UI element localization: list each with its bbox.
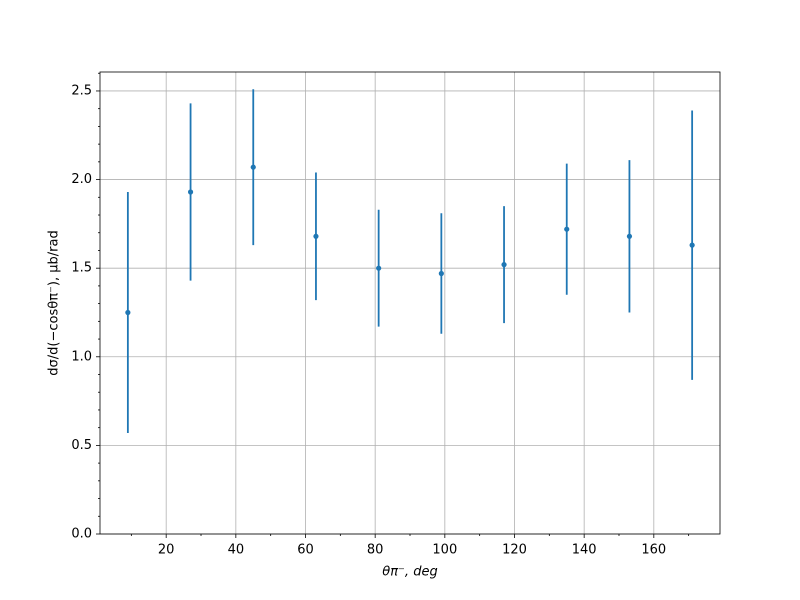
plot-frame: [99, 71, 721, 535]
x-tick-label: 140: [572, 543, 597, 558]
y-tick-label: 0.0: [71, 527, 92, 542]
data-point: [313, 233, 319, 239]
x-tick-label: 80: [367, 543, 384, 558]
data-point: [125, 309, 131, 316]
data-point: [376, 265, 382, 271]
y-tick-label: 2.5: [71, 83, 92, 98]
x-tick-label: 60: [297, 543, 314, 558]
data-point: [501, 262, 507, 268]
y-tick-label: 1.0: [71, 349, 92, 364]
data-point: [689, 242, 695, 248]
x-tick-label: 160: [641, 543, 666, 558]
x-axis-label: θπ⁻, deg: [382, 565, 437, 580]
data-point: [564, 226, 570, 232]
x-tick-label: 20: [158, 543, 175, 558]
y-tick-label: 2.0: [71, 172, 92, 187]
y-tick-label: 0.5: [71, 438, 92, 453]
y-tick-label: 1.5: [71, 261, 92, 276]
x-tick-label: 100: [432, 543, 457, 558]
data-point: [250, 164, 256, 170]
data-point: [187, 189, 194, 195]
y-axis-label: dσ/d(−cosθπ⁻), μb/rad: [47, 230, 62, 375]
x-tick-label: 40: [228, 543, 245, 558]
x-tick-label: 120: [502, 543, 527, 558]
data-point: [626, 233, 633, 239]
data-point: [438, 270, 444, 277]
